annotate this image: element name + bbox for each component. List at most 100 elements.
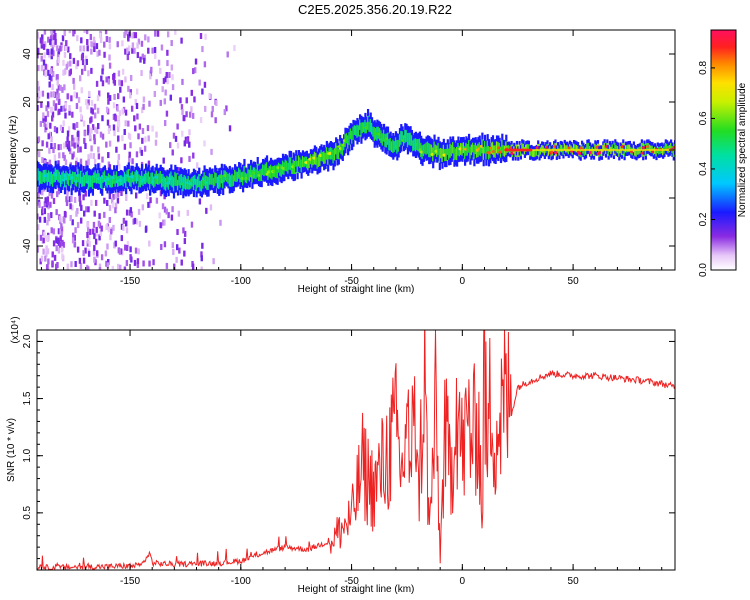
noise-cell bbox=[154, 30, 157, 37]
noise-cell bbox=[55, 263, 58, 270]
ridge-band bbox=[352, 126, 355, 141]
ridge-band bbox=[583, 148, 586, 156]
ridge-band bbox=[607, 148, 610, 157]
ridge-band bbox=[285, 160, 289, 172]
noise-cell bbox=[104, 250, 108, 257]
noise-cell bbox=[37, 104, 39, 111]
noise-cell bbox=[117, 70, 121, 77]
ridge-band bbox=[159, 170, 162, 184]
spectrogram-y-tick-label: 40 bbox=[22, 48, 33, 60]
noise-cell bbox=[90, 199, 93, 206]
noise-cell bbox=[49, 106, 53, 113]
spectrogram-panel: -150 -100 -50 0 50 -40 -20 0 20 40 Height of str… bbox=[8, 29, 676, 295]
noise-cell bbox=[87, 70, 90, 77]
noise-cell bbox=[37, 92, 39, 99]
ridge-band bbox=[398, 134, 402, 147]
noise-cell bbox=[90, 41, 94, 48]
noise-cell bbox=[101, 115, 104, 122]
noise-cell bbox=[112, 224, 115, 231]
noise-cell bbox=[165, 262, 169, 269]
noise-cell bbox=[106, 119, 110, 126]
spectrogram-y-tick-label: -40 bbox=[22, 238, 33, 253]
noise-cell bbox=[53, 30, 56, 34]
ridge-band bbox=[106, 176, 109, 188]
noise-cell bbox=[89, 152, 93, 159]
snr-frame bbox=[36, 329, 676, 571]
noise-cell bbox=[124, 244, 127, 251]
noise-cell bbox=[48, 74, 52, 81]
ridge-band bbox=[41, 172, 44, 184]
ridge-band bbox=[53, 171, 56, 183]
noise-cell bbox=[92, 36, 96, 43]
noise-cell bbox=[119, 86, 122, 93]
ridge-band bbox=[470, 144, 473, 156]
ridge-band bbox=[417, 139, 420, 152]
noise-cell bbox=[124, 120, 127, 127]
snr-y-tick-label: 0.5 bbox=[22, 505, 33, 519]
ridge-band bbox=[133, 174, 136, 185]
noise-cell bbox=[120, 80, 124, 87]
noise-cell bbox=[117, 93, 120, 100]
ridge-band bbox=[176, 179, 180, 191]
noise-cell bbox=[127, 120, 130, 127]
noise-cell bbox=[93, 40, 96, 47]
ridge-band bbox=[195, 179, 198, 192]
noise-cell bbox=[117, 121, 121, 128]
noise-cell bbox=[199, 116, 203, 123]
noise-cell bbox=[50, 68, 53, 75]
noise-cell bbox=[96, 95, 100, 102]
ridge-band bbox=[557, 145, 560, 153]
noise-cell bbox=[64, 68, 67, 75]
noise-cell bbox=[52, 147, 55, 154]
noise-cell bbox=[101, 133, 105, 140]
ridge-band bbox=[362, 122, 366, 133]
noise-cell bbox=[165, 110, 169, 117]
noise-cell bbox=[115, 146, 118, 153]
noise-cell bbox=[52, 228, 56, 235]
noise-cell bbox=[79, 262, 83, 269]
ridge-band bbox=[424, 143, 427, 154]
snr-y-tick-label: 1.0 bbox=[22, 448, 33, 462]
colorbar-tick-label: 0.2 bbox=[698, 212, 709, 226]
noise-cell bbox=[138, 123, 142, 130]
ridge-band bbox=[99, 176, 102, 188]
noise-cell bbox=[72, 83, 76, 90]
ridge-band bbox=[587, 142, 590, 151]
noise-cell bbox=[151, 125, 154, 132]
noise-cell bbox=[58, 152, 61, 159]
noise-cell bbox=[79, 113, 83, 120]
ridge-band bbox=[360, 122, 363, 137]
noise-cell bbox=[135, 88, 139, 95]
noise-cell bbox=[117, 135, 120, 142]
ridge-band bbox=[586, 143, 589, 151]
noise-cell bbox=[69, 60, 72, 67]
noise-cell bbox=[174, 30, 177, 35]
noise-cell bbox=[117, 263, 120, 270]
noise-cell bbox=[86, 221, 90, 228]
ridge-band bbox=[331, 147, 334, 160]
ridge-band bbox=[412, 140, 415, 152]
ridge-band bbox=[422, 144, 425, 157]
noise-cell bbox=[40, 42, 44, 49]
noise-cell bbox=[63, 210, 67, 217]
noise-cell bbox=[136, 52, 140, 59]
noise-cell bbox=[120, 235, 123, 242]
noise-cell bbox=[48, 147, 51, 154]
noise-cell bbox=[96, 107, 100, 114]
noise-cell bbox=[63, 142, 66, 149]
noise-cell bbox=[39, 258, 42, 265]
snr-y-tick-label: 2.0 bbox=[22, 334, 33, 348]
noise-cell bbox=[42, 248, 45, 255]
noise-cell bbox=[90, 48, 93, 55]
ridge-band bbox=[632, 145, 635, 153]
ridge-band bbox=[668, 145, 671, 153]
noise-cell bbox=[93, 112, 97, 119]
noise-cell bbox=[98, 266, 102, 270]
noise-cell bbox=[177, 210, 181, 217]
noise-cell bbox=[76, 60, 80, 67]
ridge-band bbox=[373, 127, 376, 141]
ridge-band bbox=[553, 144, 556, 152]
noise-cell bbox=[93, 46, 96, 53]
noise-cell bbox=[108, 62, 112, 69]
noise-cell bbox=[55, 127, 59, 134]
